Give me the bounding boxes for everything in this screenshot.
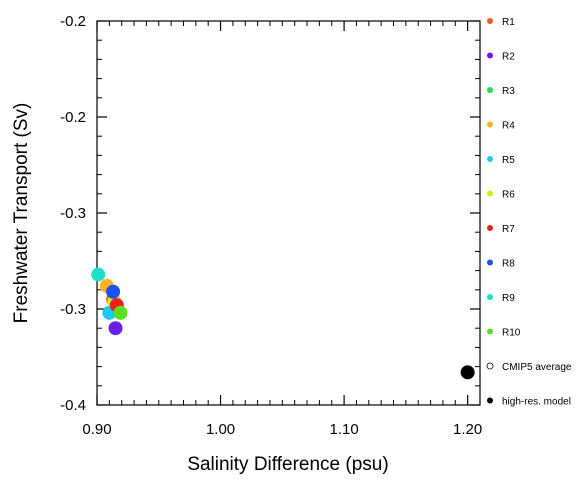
data-point-r9: [91, 267, 106, 282]
y-tick-label: -0.3: [60, 205, 86, 222]
y-axis-title: Freshwater Transport (Sv): [11, 103, 32, 324]
x-tick-label: 1.10: [329, 421, 358, 438]
legend-label: R7: [502, 224, 515, 235]
x-tick-label: 0.90: [82, 421, 111, 438]
y-tick-label: -0.2: [60, 109, 86, 126]
legend-marker: [487, 190, 493, 197]
data-point-high-res-model: [460, 365, 475, 380]
legend-label: R9: [502, 293, 515, 304]
data-point-r2: [108, 321, 123, 336]
axis-tick-labels: 0.90 1.00 1.10 1.20 -0.2 -0.2 -0.3 -0.3 -0.4: [60, 13, 482, 438]
legend-marker: [487, 52, 493, 59]
legend-label: high-res. model: [502, 397, 571, 408]
axis-ticks: [96, 20, 480, 406]
legend-label: R10: [502, 328, 521, 339]
data-point-r8: [106, 284, 121, 299]
legend-marker: [487, 328, 493, 335]
legend-marker: [487, 156, 493, 162]
legend-label: R4: [502, 121, 515, 132]
legend-label: CMIP5 average: [502, 362, 572, 373]
legend-marker: [487, 397, 493, 404]
legend-marker: [487, 18, 493, 24]
legend-label: R1: [502, 17, 515, 28]
legend-label: R5: [502, 155, 515, 166]
x-tick-label: 1.00: [206, 421, 235, 438]
y-tick-label: -0.4: [60, 397, 86, 414]
legend-label: R2: [502, 52, 515, 63]
data-point-r10: [113, 305, 128, 320]
legend-label: R6: [502, 190, 515, 201]
y-tick-label: -0.2: [60, 13, 86, 30]
x-axis-title: Salinity Difference (psu): [187, 454, 388, 475]
legend-marker: [487, 225, 493, 231]
legend-marker: [486, 362, 494, 370]
data-points: [91, 267, 475, 380]
legend-marker: [487, 259, 493, 266]
legend-marker: [487, 121, 493, 128]
x-tick-label: 1.20: [453, 421, 482, 438]
y-tick-label: -0.3: [60, 301, 86, 318]
plot-frame: [96, 20, 481, 406]
legend-marker: [487, 87, 493, 93]
legend-label: R8: [502, 259, 515, 270]
legend-marker: [487, 294, 493, 300]
legend: R1 R2 R3 R4 R5 R6 R7 R8 R9 R10 CMIP5 average high-r…: [486, 17, 572, 408]
legend-label: R3: [502, 86, 515, 97]
